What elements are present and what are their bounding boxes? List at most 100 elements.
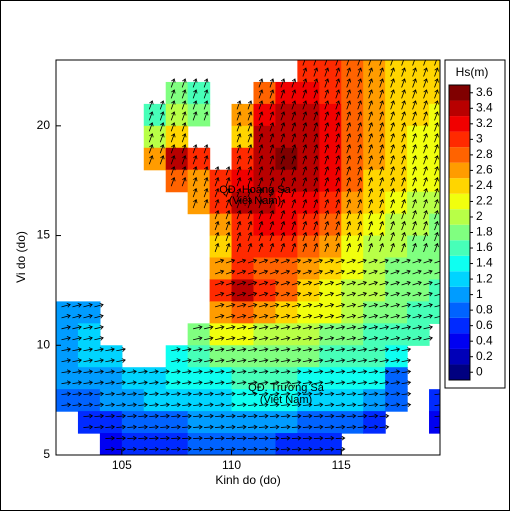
wave-arrow — [127, 413, 137, 419]
wave-arrow — [204, 402, 214, 408]
wave-arrow — [269, 380, 280, 386]
wave-arrow — [236, 144, 242, 154]
wave-arrow — [94, 313, 104, 319]
wave-arrow — [313, 258, 324, 264]
colorbar-tick-label: 1 — [476, 287, 483, 301]
heat-cell — [429, 411, 440, 434]
wave-arrow — [379, 424, 390, 430]
wave-arrow — [390, 303, 401, 308]
wave-arrow — [368, 166, 374, 176]
wave-arrow — [138, 402, 148, 408]
wave-arrow — [192, 177, 198, 187]
wave-arrow — [412, 144, 417, 154]
wave-arrow — [412, 291, 422, 297]
annotation: QĐ. Trường Sa — [248, 382, 325, 394]
wave-arrow — [423, 209, 428, 220]
wave-arrow — [171, 413, 181, 419]
wave-arrow — [269, 336, 280, 341]
heat-cell — [341, 191, 364, 215]
wave-arrow — [346, 188, 352, 198]
wave-arrow — [149, 424, 159, 430]
heat-cell — [319, 235, 342, 259]
wave-arrow — [269, 231, 275, 242]
wave-arrow — [204, 336, 214, 341]
wave-arrow — [236, 122, 242, 132]
wave-arrow — [247, 258, 258, 264]
wave-arrow — [61, 336, 71, 341]
wave-arrow — [335, 122, 341, 132]
wave-arrow — [313, 336, 324, 341]
wave-arrow — [313, 188, 319, 198]
heat-cell — [363, 60, 386, 83]
wave-arrow — [291, 446, 302, 452]
colorbar-band — [449, 302, 470, 318]
colorbar-band — [449, 317, 470, 334]
heat-cell — [429, 389, 440, 412]
wave-arrow — [280, 133, 286, 143]
wave-arrow — [225, 242, 231, 253]
wave-arrow — [138, 369, 148, 375]
wave-arrow — [434, 393, 440, 396]
heat-cell — [429, 169, 440, 193]
wave-arrow — [313, 198, 319, 209]
wave-arrow — [302, 231, 308, 242]
colorbar-tick-label: 0.2 — [476, 349, 493, 363]
wave-arrow — [258, 325, 269, 330]
heat-cell — [253, 235, 277, 259]
wave-arrow — [357, 231, 363, 242]
wave-arrow — [214, 209, 220, 220]
wave-arrow — [434, 258, 440, 264]
wave-arrow — [346, 336, 357, 341]
wave-arrow — [181, 144, 187, 154]
wave-arrow — [379, 111, 384, 121]
colorbar-band — [449, 193, 470, 210]
wave-arrow — [258, 435, 269, 441]
wave-arrow — [434, 122, 439, 132]
wave-arrow — [302, 166, 308, 176]
wave-arrow — [401, 336, 412, 341]
wave-arrow — [258, 391, 269, 397]
wave-arrow — [236, 100, 242, 110]
wave-arrow — [237, 446, 247, 452]
wave-arrow — [193, 424, 203, 430]
wave-arrow — [357, 313, 368, 319]
heat-cell — [297, 81, 320, 105]
heat-cell — [275, 103, 298, 127]
wave-arrow — [203, 144, 209, 154]
wave-arrow — [258, 122, 264, 132]
wave-arrow — [368, 269, 378, 275]
wave-arrow — [192, 144, 198, 154]
heat-cell — [319, 125, 342, 149]
wave-arrow — [379, 313, 390, 319]
wave-arrow — [280, 100, 286, 110]
wave-arrow — [401, 144, 406, 154]
wave-arrow — [291, 413, 302, 419]
wave-arrow — [291, 155, 297, 165]
wave-arrow — [138, 424, 148, 430]
wave-arrow — [236, 188, 242, 198]
heat-cell — [187, 169, 211, 193]
wave-arrow — [160, 380, 170, 386]
wave-arrow — [116, 347, 126, 352]
wave-arrow — [171, 402, 181, 408]
wave-arrow — [401, 380, 412, 386]
wave-arrow — [368, 177, 374, 187]
wave-arrow — [357, 358, 368, 363]
wave-arrow — [368, 220, 374, 231]
wave-arrow — [324, 198, 330, 209]
wave-arrow — [335, 413, 346, 419]
wave-arrow — [226, 435, 236, 441]
wave-arrow — [401, 269, 411, 275]
wave-arrow — [412, 78, 417, 88]
wave-arrow — [247, 424, 258, 430]
wave-arrow — [346, 166, 352, 176]
heat-cell — [385, 235, 408, 259]
wave-arrow — [324, 435, 335, 441]
heat-cell — [275, 81, 298, 105]
wave-arrow — [269, 424, 280, 430]
wave-arrow — [258, 133, 264, 143]
wave-arrow — [423, 325, 434, 330]
wave-arrow — [236, 391, 247, 397]
wave-arrow — [61, 303, 71, 308]
wave-arrow — [357, 60, 363, 66]
